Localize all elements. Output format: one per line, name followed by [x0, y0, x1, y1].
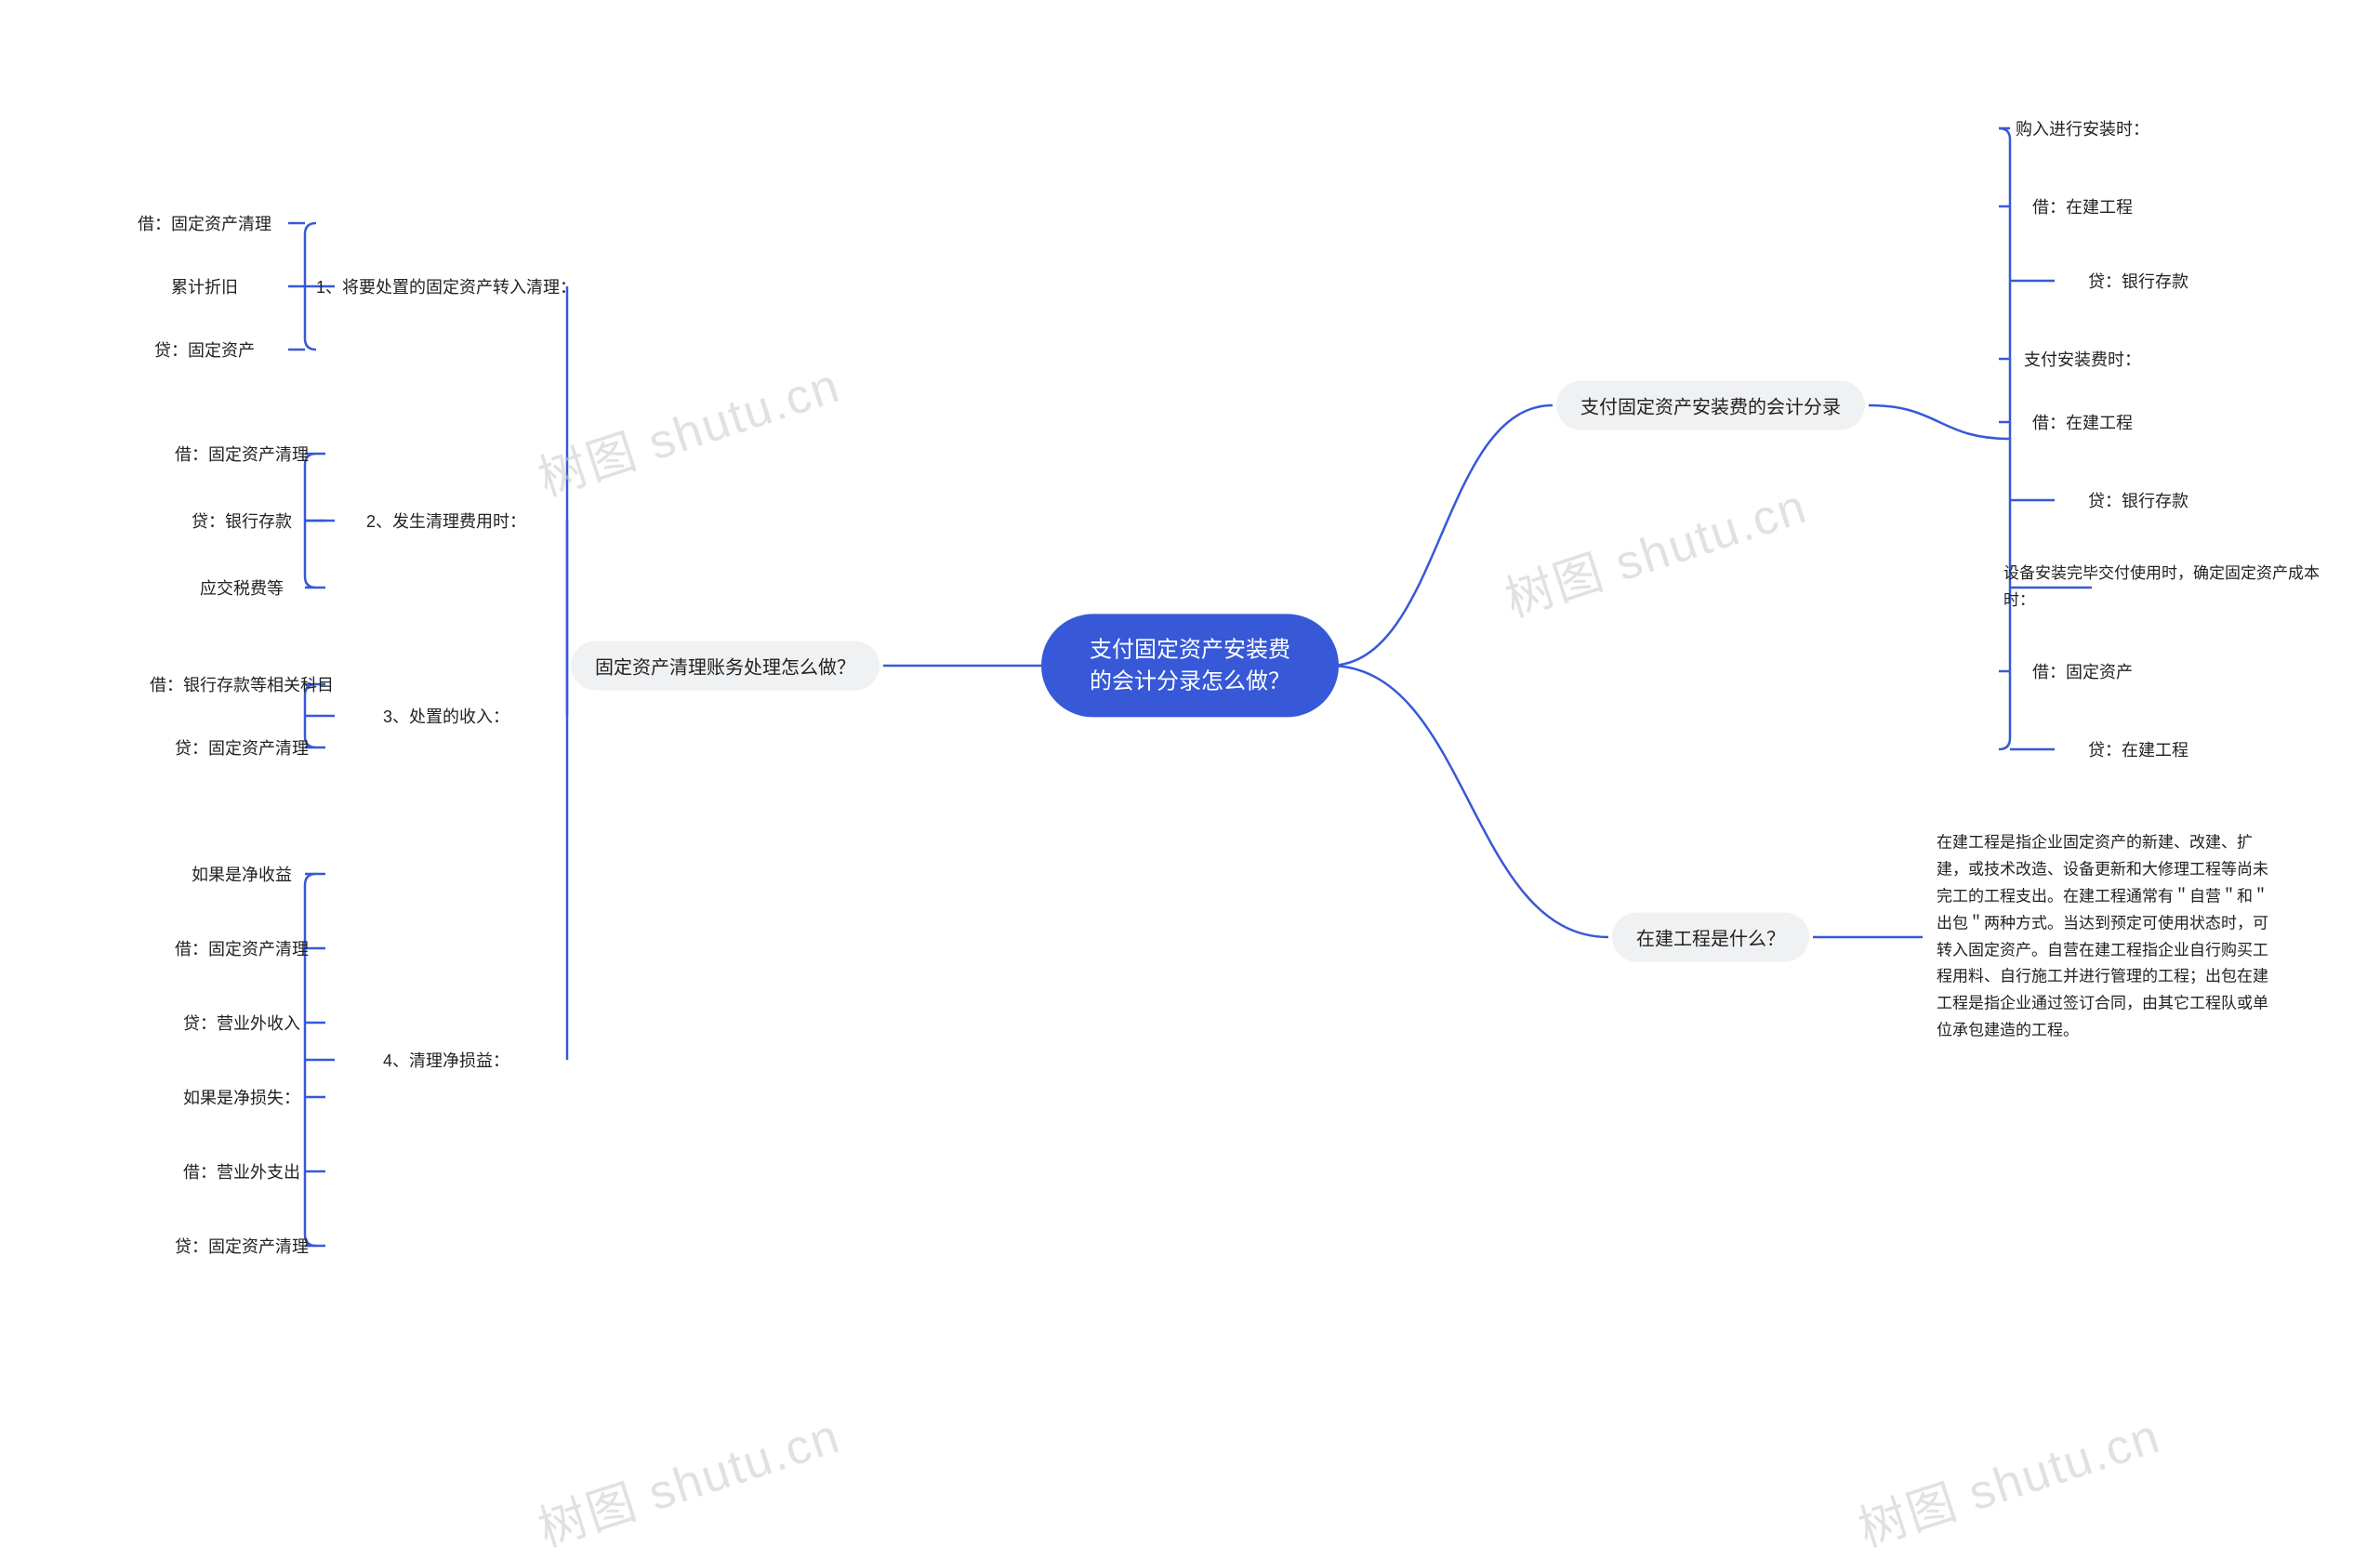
left-sub-1-leaf-1: 贷：银行存款	[192, 505, 292, 536]
left-sub-3-leaf-0: 如果是净收益	[192, 858, 292, 890]
left-sub-2: 3、处置的收入：	[383, 700, 509, 732]
left-sub-3-leaf-3: 如果是净损失：	[183, 1081, 300, 1113]
left-sub-0-leaf-2: 贷：固定资产	[154, 334, 255, 365]
right-0-leaf-1: 借：在建工程	[2032, 191, 2133, 222]
right-0-leaf-8: 贷：在建工程	[2088, 734, 2188, 765]
right-branch-pill-1: 在建工程是什么？	[1612, 913, 1809, 962]
left-sub-0: 1、将要处置的固定资产转入清理：	[316, 271, 576, 302]
left-sub-0-leaf-1: 累计折旧	[171, 271, 238, 302]
left-sub-3-leaf-4: 借：营业外支出	[183, 1156, 300, 1187]
right-0-leaf-0: 购入进行安装时：	[2016, 112, 2149, 144]
root-node: 支付固定资产安装费的会计分录怎么做？	[1041, 614, 1339, 717]
right-0-leaf-7: 借：固定资产	[2032, 655, 2133, 687]
right-0-leaf-2: 贷：银行存款	[2088, 265, 2188, 297]
left-sub-3-leaf-2: 贷：营业外收入	[183, 1007, 300, 1038]
left-branch-pill: 固定资产清理账务处理怎么做？	[571, 641, 879, 691]
mindmap-canvas: 支付固定资产安装费的会计分录怎么做？ 固定资产清理账务处理怎么做？ 支付固定资产…	[0, 0, 2380, 1332]
left-sub-1-leaf-2: 应交税费等	[200, 572, 284, 603]
right-0-leaf-3: 支付安装费时：	[2024, 343, 2141, 375]
left-sub-3: 4、清理净损益：	[383, 1044, 509, 1076]
left-sub-0-leaf-0: 借：固定资产清理	[138, 207, 271, 239]
right-0-leaf-6: 设备安装完毕交付使用时，确定固定资产成本时：	[2003, 557, 2347, 618]
left-sub-3-leaf-5: 贷：固定资产清理	[175, 1230, 309, 1262]
left-sub-1: 2、发生清理费用时：	[366, 505, 526, 536]
left-sub-1-leaf-0: 借：固定资产清理	[175, 438, 309, 469]
left-sub-2-leaf-1: 贷：固定资产清理	[175, 732, 309, 763]
watermark-3: 树图 shutu.cn	[1848, 1396, 2168, 1559]
right-0-leaf-5: 贷：银行存款	[2088, 484, 2188, 516]
watermark-1: 树图 shutu.cn	[1495, 467, 1815, 629]
right-0-leaf-4: 借：在建工程	[2032, 406, 2133, 438]
left-sub-2-leaf-0: 借：银行存款等相关科目	[150, 668, 334, 700]
right-1-leaf-0: 在建工程是指企业固定资产的新建、改建、扩建，或技术改造、设备更新和大修理工程等尚…	[1937, 826, 2281, 1048]
right-branch-pill-0: 支付固定资产安装费的会计分录	[1556, 381, 1865, 430]
watermark-0: 树图 shutu.cn	[528, 346, 848, 509]
left-sub-3-leaf-1: 借：固定资产清理	[175, 932, 309, 964]
watermark-2: 树图 shutu.cn	[528, 1396, 848, 1559]
